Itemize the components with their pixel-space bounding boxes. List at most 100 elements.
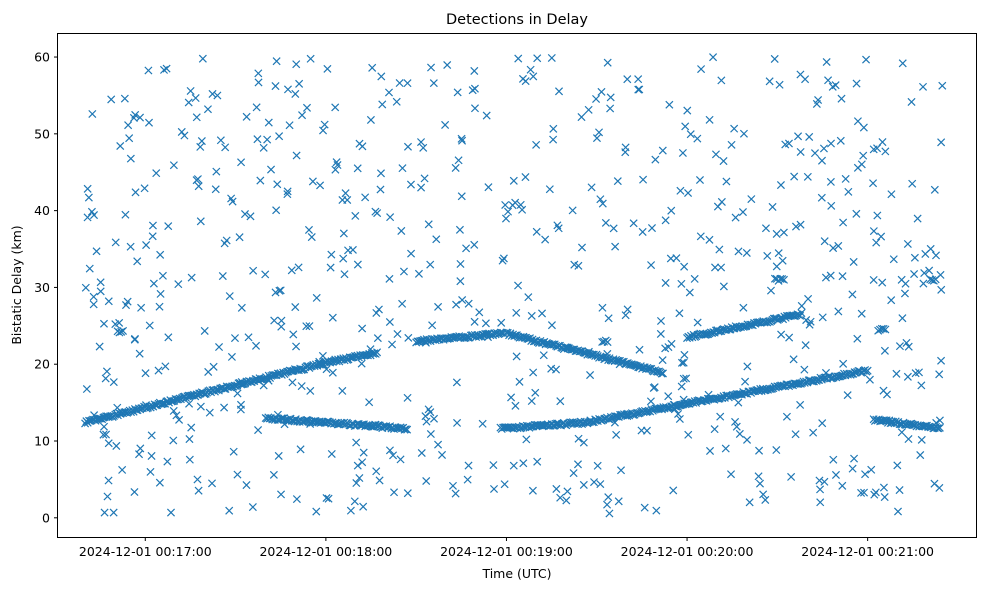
data-point xyxy=(518,205,527,214)
data-point xyxy=(501,214,511,223)
data-point xyxy=(102,430,111,439)
data-point xyxy=(782,412,791,421)
data-point xyxy=(796,147,805,157)
data-point xyxy=(451,163,460,172)
data-point xyxy=(237,378,246,387)
data-point xyxy=(552,484,561,493)
data-point xyxy=(902,338,911,347)
data-point xyxy=(358,458,367,467)
data-point xyxy=(732,422,741,431)
data-point xyxy=(215,343,224,352)
data-point xyxy=(341,189,350,198)
data-point xyxy=(680,350,689,359)
data-point xyxy=(397,226,406,235)
data-point xyxy=(90,411,99,420)
data-point xyxy=(556,397,565,406)
data-point xyxy=(304,225,314,234)
data-point xyxy=(419,143,428,152)
data-point xyxy=(545,185,554,194)
data-point xyxy=(598,303,607,312)
data-point xyxy=(388,340,397,349)
data-point xyxy=(820,237,829,246)
data-point xyxy=(519,459,528,468)
data-point xyxy=(852,79,861,88)
data-point xyxy=(904,342,913,351)
data-point xyxy=(355,474,364,483)
data-point xyxy=(429,414,439,423)
data-point xyxy=(242,112,251,121)
data-point xyxy=(426,260,435,269)
data-point xyxy=(898,314,907,323)
data-point xyxy=(403,393,412,402)
data-point xyxy=(192,176,201,185)
data-point xyxy=(306,54,315,63)
data-point xyxy=(512,352,521,361)
data-point xyxy=(603,349,612,358)
data-point xyxy=(464,461,473,470)
data-point xyxy=(92,247,101,256)
data-point xyxy=(872,238,881,247)
data-point xyxy=(216,136,225,145)
data-point xyxy=(130,335,139,344)
data-point xyxy=(358,324,367,333)
data-point xyxy=(453,88,462,97)
data-point xyxy=(320,120,329,129)
data-point xyxy=(577,243,587,252)
data-point xyxy=(647,224,657,233)
data-point xyxy=(547,321,556,330)
data-point xyxy=(456,277,465,286)
data-point xyxy=(592,94,601,103)
data-point xyxy=(148,221,157,230)
data-point xyxy=(399,267,408,276)
data-point xyxy=(596,480,605,489)
data-point xyxy=(238,380,247,389)
data-point xyxy=(917,435,926,444)
data-point xyxy=(169,436,178,445)
data-point xyxy=(675,309,684,318)
data-point xyxy=(457,192,466,201)
data-point xyxy=(800,365,809,374)
data-point xyxy=(570,260,579,269)
data-point xyxy=(674,409,683,418)
data-point xyxy=(107,95,116,104)
data-point xyxy=(96,287,105,296)
data-point xyxy=(398,164,407,173)
data-point xyxy=(164,333,173,342)
data-point xyxy=(827,201,836,210)
data-point xyxy=(768,202,777,211)
data-point xyxy=(791,430,800,439)
data-point xyxy=(229,447,238,456)
data-point xyxy=(547,364,556,373)
data-point xyxy=(327,250,336,259)
data-point xyxy=(932,418,941,427)
data-point xyxy=(184,98,193,107)
data-point xyxy=(695,175,705,185)
data-point xyxy=(205,408,214,417)
chart-title: Detections in Delay xyxy=(446,12,588,28)
data-point xyxy=(111,320,120,329)
data-point xyxy=(421,338,430,347)
data-point xyxy=(437,450,447,459)
data-point xyxy=(853,163,862,172)
data-point xyxy=(606,104,615,113)
data-point xyxy=(148,232,157,241)
data-point xyxy=(352,438,361,447)
data-point xyxy=(324,494,333,503)
data-point xyxy=(717,197,726,206)
data-point xyxy=(814,95,823,105)
data-point xyxy=(605,509,614,518)
data-point xyxy=(249,266,258,275)
data-point xyxy=(553,420,562,429)
data-point xyxy=(109,378,118,387)
data-point xyxy=(516,200,525,209)
data-point xyxy=(359,448,368,457)
data-point xyxy=(285,121,294,130)
data-point xyxy=(587,183,596,192)
data-point xyxy=(100,422,109,431)
data-point xyxy=(292,151,301,160)
data-point xyxy=(743,362,752,371)
data-point xyxy=(797,301,806,310)
data-point xyxy=(796,400,805,409)
x-tick-label: 2024-12-01 00:18:00 xyxy=(259,544,392,559)
data-point xyxy=(135,349,144,358)
